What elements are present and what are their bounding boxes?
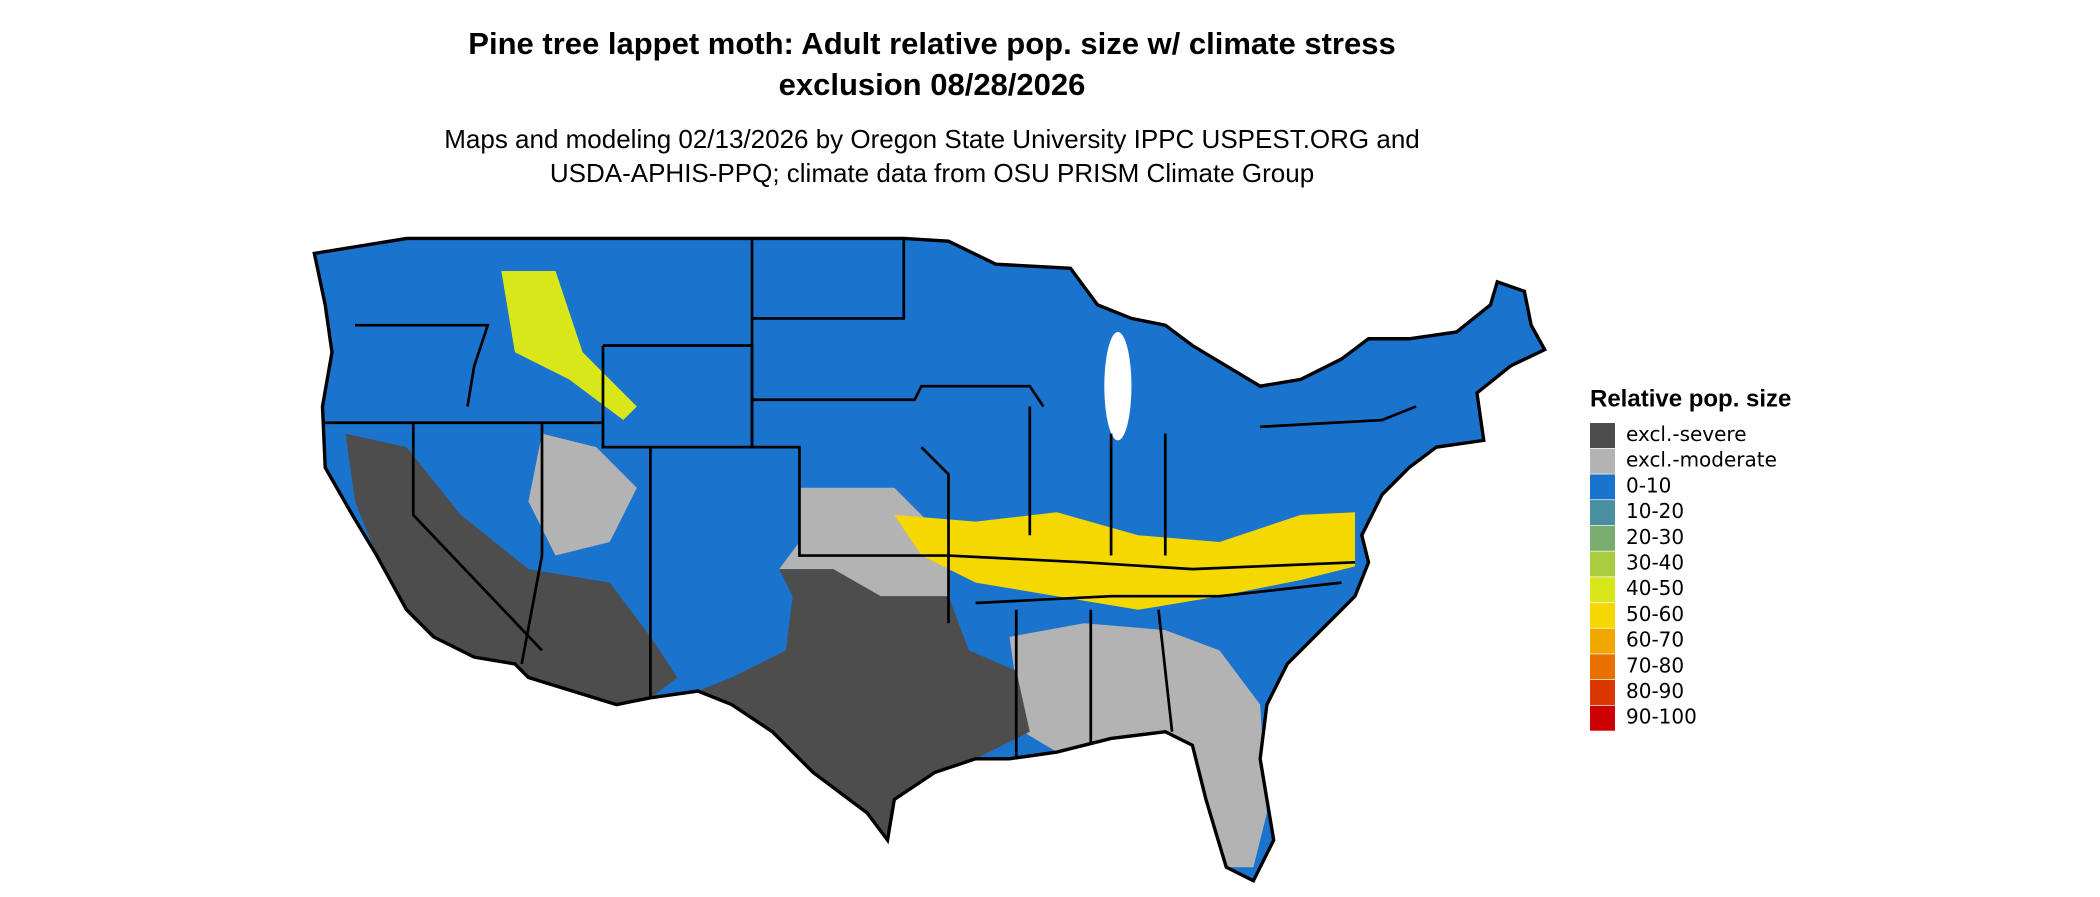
legend-label: 80-90: [1626, 679, 1684, 703]
us-map: [312, 236, 1548, 884]
map-subtitle: Maps and modeling 02/13/2026 by Oregon S…: [444, 124, 1420, 154]
lake: [1104, 331, 1132, 441]
legend-label: 0-10: [1626, 473, 1671, 497]
region-fill: [697, 569, 1030, 841]
legend-label: 90-100: [1626, 705, 1697, 729]
legend-swatch: [1590, 680, 1615, 705]
legend-swatch: [1590, 448, 1615, 474]
region-fill: [1009, 623, 1267, 868]
legend-label: 50-60: [1626, 602, 1684, 626]
legend-swatch: [1590, 705, 1615, 731]
map-title: exclusion 08/28/2026: [779, 67, 1086, 102]
region-fill: [345, 433, 678, 705]
legend-swatch: [1590, 474, 1615, 500]
legend: Relative pop. size excl.-severeexcl.-mod…: [1590, 385, 1791, 731]
legend-label: 60-70: [1626, 628, 1684, 652]
legend-swatch: [1590, 577, 1615, 603]
state-borders: [325, 238, 1417, 759]
region-fill: [528, 433, 637, 556]
legend-label: 30-40: [1626, 551, 1684, 575]
us-outline: [312, 236, 1548, 884]
legend-label: 10-20: [1626, 499, 1684, 523]
map-title: Pine tree lappet moth: Adult relative po…: [468, 26, 1395, 61]
legend-swatch: [1590, 423, 1615, 448]
legend-label: excl.-moderate: [1626, 448, 1777, 472]
legend-label: excl.-severe: [1626, 422, 1747, 446]
legend-swatch: [1590, 551, 1615, 577]
legend-swatch: [1590, 628, 1615, 654]
legend-swatch: [1590, 602, 1615, 628]
region-fill: [894, 512, 1355, 610]
legend-swatch: [1590, 654, 1615, 680]
map-subtitle: USDA-APHIS-PPQ; climate data from OSU PR…: [550, 158, 1314, 188]
legend-label: 40-50: [1626, 576, 1684, 600]
legend-label: 70-80: [1626, 653, 1684, 677]
legend-label: 20-30: [1626, 525, 1684, 549]
legend-swatch: [1590, 525, 1615, 551]
legend-title: Relative pop. size: [1590, 385, 1791, 412]
legend-swatch: [1590, 500, 1615, 526]
